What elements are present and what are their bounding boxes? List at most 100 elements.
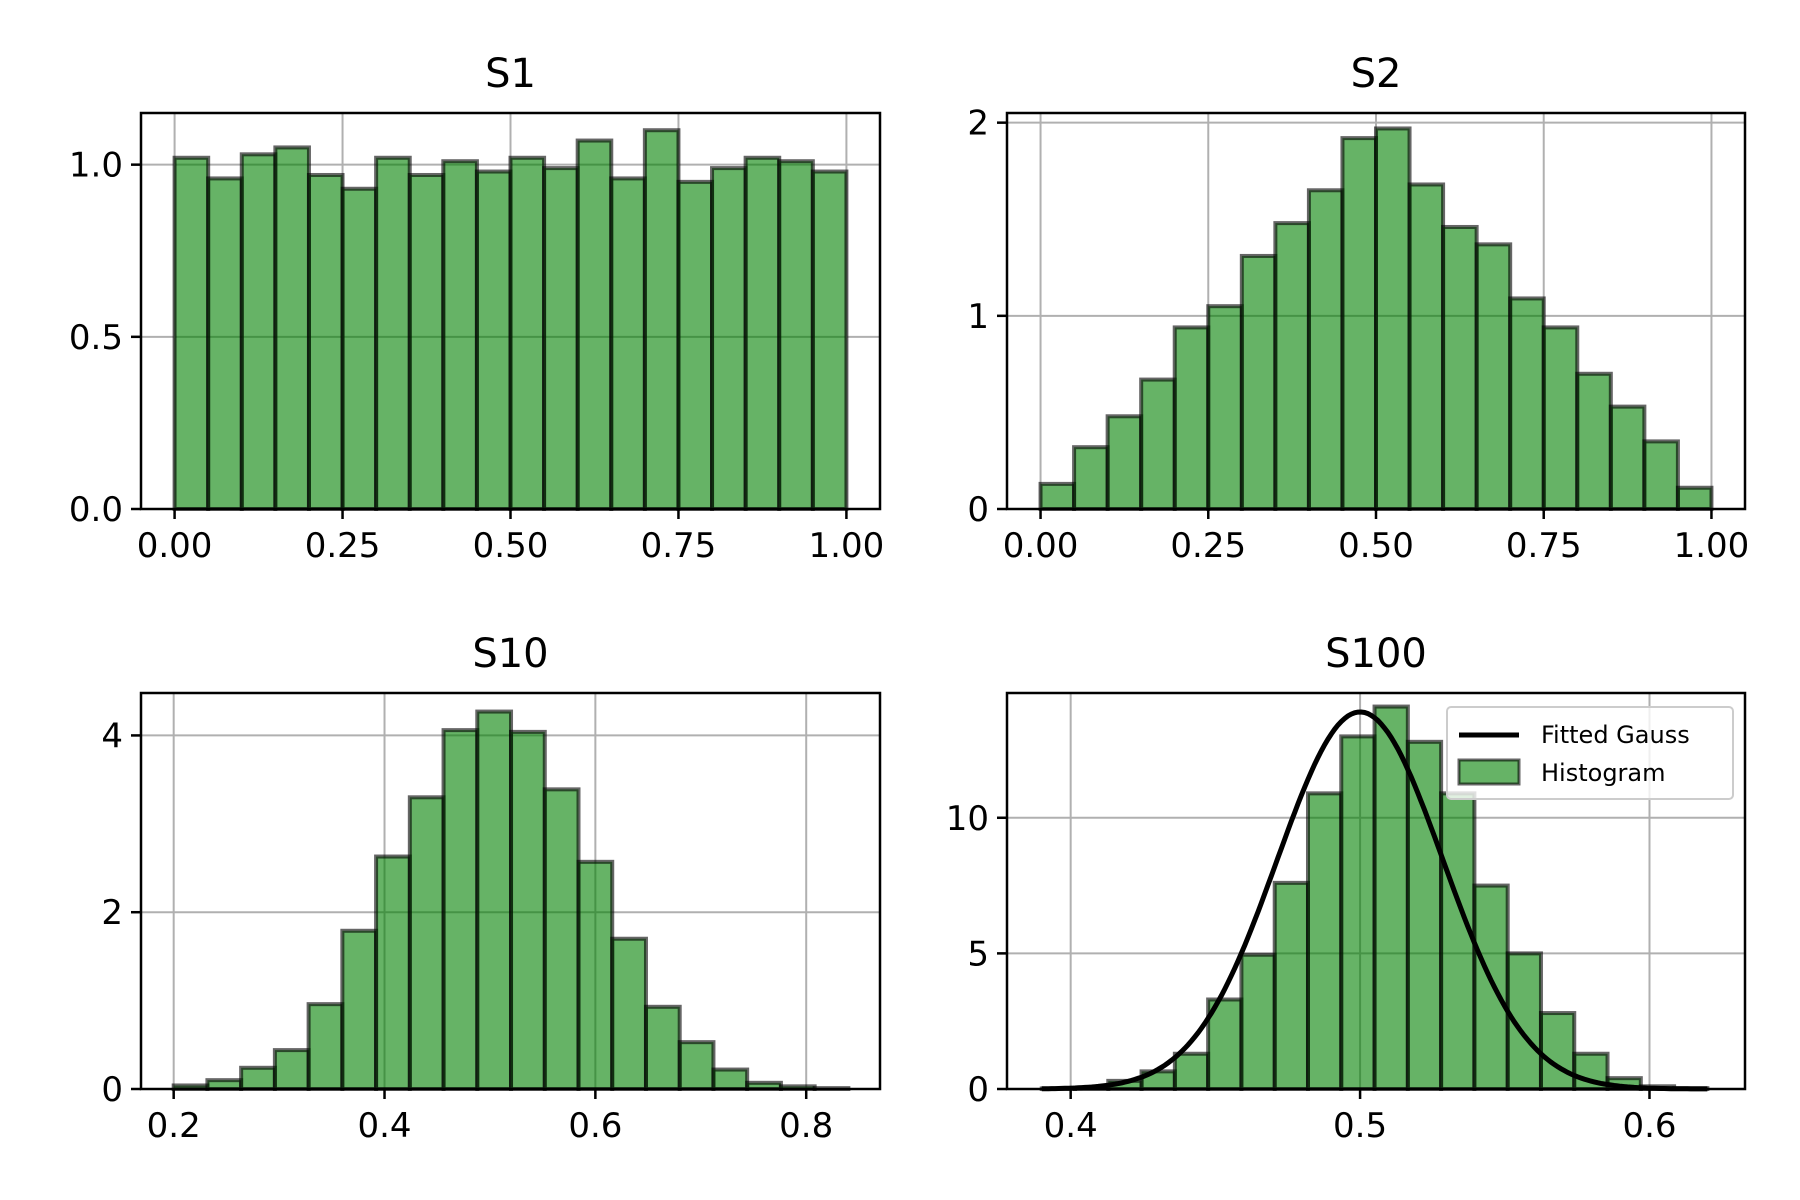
y-tick-label: 2 bbox=[101, 893, 123, 933]
histogram-bar bbox=[509, 729, 547, 1092]
panel-title: S2 bbox=[1351, 51, 1402, 97]
histogram-bar bbox=[576, 859, 615, 1092]
x-tick-label: 0.25 bbox=[305, 526, 381, 566]
legend-label: Fitted Gauss bbox=[1541, 721, 1690, 749]
histogram-bars bbox=[172, 128, 849, 512]
histogram-bar bbox=[407, 172, 446, 511]
histogram-bar bbox=[508, 155, 547, 511]
histogram-bar bbox=[206, 176, 244, 511]
histogram-bar bbox=[1508, 296, 1546, 511]
histogram-bar bbox=[474, 169, 513, 511]
y-tick-label: 0 bbox=[967, 490, 989, 530]
histogram-bar bbox=[1239, 253, 1278, 511]
histogram-bar bbox=[1407, 182, 1446, 511]
histogram-bar bbox=[374, 854, 412, 1092]
y-tick-label: 0.0 bbox=[69, 490, 123, 530]
histogram-bar bbox=[1038, 481, 1077, 512]
x-tick-label: 0.75 bbox=[641, 526, 717, 566]
panel-s1: 0.00 0.25 0.50 0.75 1.00 0.0 0.5 1.0 S1 bbox=[69, 51, 884, 566]
histogram-bar bbox=[475, 709, 514, 1091]
histogram-bar bbox=[1405, 739, 1444, 1091]
x-tick-label: 1.00 bbox=[1674, 526, 1750, 566]
histogram-bar bbox=[1172, 1051, 1211, 1092]
histogram-bar bbox=[1642, 439, 1680, 512]
histogram-bar bbox=[1206, 304, 1244, 512]
histogram-bar bbox=[1172, 325, 1211, 512]
histogram-bar bbox=[1340, 136, 1379, 512]
legend-patch-swatch bbox=[1457, 758, 1521, 786]
y-tick-label: 10 bbox=[946, 799, 989, 839]
histogram-bar bbox=[1439, 791, 1477, 1091]
histogram-bar bbox=[1273, 221, 1311, 511]
histogram-bar bbox=[777, 159, 815, 511]
histogram-bar bbox=[272, 1048, 311, 1092]
histogram-bar bbox=[676, 179, 715, 511]
histogram-bar bbox=[609, 176, 647, 511]
axes-frame bbox=[139, 691, 882, 1091]
histogram-bar bbox=[643, 1004, 682, 1091]
panel-title: S10 bbox=[472, 631, 548, 677]
x-tick-label: 0.00 bbox=[137, 526, 213, 566]
histogram-bar bbox=[1675, 485, 1714, 512]
y-tick-label: 0 bbox=[967, 1070, 989, 1110]
histogram-bar bbox=[642, 128, 681, 512]
histogram-bars bbox=[171, 709, 851, 1092]
x-tick-label: 0.50 bbox=[473, 526, 549, 566]
x-tick-label: 0.50 bbox=[1338, 526, 1414, 566]
legend-label: Histogram bbox=[1541, 759, 1666, 787]
x-tick-label: 0.2 bbox=[147, 1106, 201, 1146]
x-tick-label: 0.75 bbox=[1506, 526, 1582, 566]
x-tick-label: 0.00 bbox=[1003, 526, 1079, 566]
y-tick-label: 1.0 bbox=[69, 146, 123, 186]
x-tick-label: 0.8 bbox=[779, 1106, 833, 1146]
histogram-bar bbox=[1305, 791, 1344, 1091]
histogram-bar bbox=[1441, 224, 1479, 511]
histogram-bar bbox=[441, 159, 479, 511]
y-tick-label: 5 bbox=[967, 934, 989, 974]
panel-title: S1 bbox=[485, 51, 536, 97]
histogram-bar bbox=[306, 172, 345, 511]
histogram-bar bbox=[743, 155, 782, 511]
histogram-bar bbox=[407, 795, 446, 1092]
histogram-bar bbox=[710, 166, 748, 512]
histogram-bar bbox=[1608, 404, 1647, 511]
histogram-bar bbox=[542, 787, 581, 1091]
histogram-bar bbox=[1575, 371, 1613, 511]
panel-s2: 0.00 0.25 0.50 0.75 1.00 0 1 2 S2 bbox=[967, 51, 1749, 566]
histogram-bar bbox=[1239, 952, 1277, 1092]
histogram-bar bbox=[1072, 445, 1110, 511]
axes-frame bbox=[1005, 691, 1747, 1091]
histogram-bar bbox=[340, 928, 379, 1092]
histogram-bar bbox=[239, 152, 278, 511]
histogram-bar bbox=[542, 166, 580, 512]
x-tick-label: 0.4 bbox=[357, 1106, 411, 1146]
x-tick-label: 0.6 bbox=[1622, 1106, 1676, 1146]
histogram-bar bbox=[273, 145, 311, 511]
x-tick-label: 0.5 bbox=[1333, 1106, 1387, 1146]
y-tick-label: 0.5 bbox=[69, 318, 123, 358]
histogram-bar bbox=[340, 186, 379, 511]
y-tick-label: 1 bbox=[967, 297, 989, 337]
histogram-bar bbox=[1139, 377, 1177, 512]
x-tick-label: 1.00 bbox=[809, 526, 885, 566]
histogram-bar bbox=[575, 138, 614, 511]
histogram-bar bbox=[1272, 880, 1310, 1092]
panel-s10: 0.2 0.4 0.6 0.8 0 2 4 S10 bbox=[101, 631, 882, 1146]
x-tick-label: 0.6 bbox=[568, 1106, 622, 1146]
x-tick-label: 0.4 bbox=[1044, 1106, 1098, 1146]
y-tick-label: 2 bbox=[967, 104, 989, 144]
histogram-bar bbox=[172, 155, 211, 511]
x-tick-label: 0.25 bbox=[1170, 526, 1246, 566]
histogram-bar bbox=[239, 1065, 277, 1092]
histogram-bar bbox=[1541, 325, 1580, 512]
legend: Fitted Gauss Histogram bbox=[1446, 706, 1734, 800]
histogram-bar bbox=[1105, 414, 1144, 511]
histogram-bars bbox=[1038, 126, 1714, 512]
histogram-bar bbox=[205, 1078, 244, 1092]
histogram-bar bbox=[441, 728, 480, 1091]
y-tick-label: 0 bbox=[101, 1070, 123, 1110]
histogram-bar bbox=[1306, 188, 1345, 512]
fitted-gauss-line bbox=[1041, 709, 1708, 1092]
histogram-bar bbox=[610, 936, 648, 1091]
